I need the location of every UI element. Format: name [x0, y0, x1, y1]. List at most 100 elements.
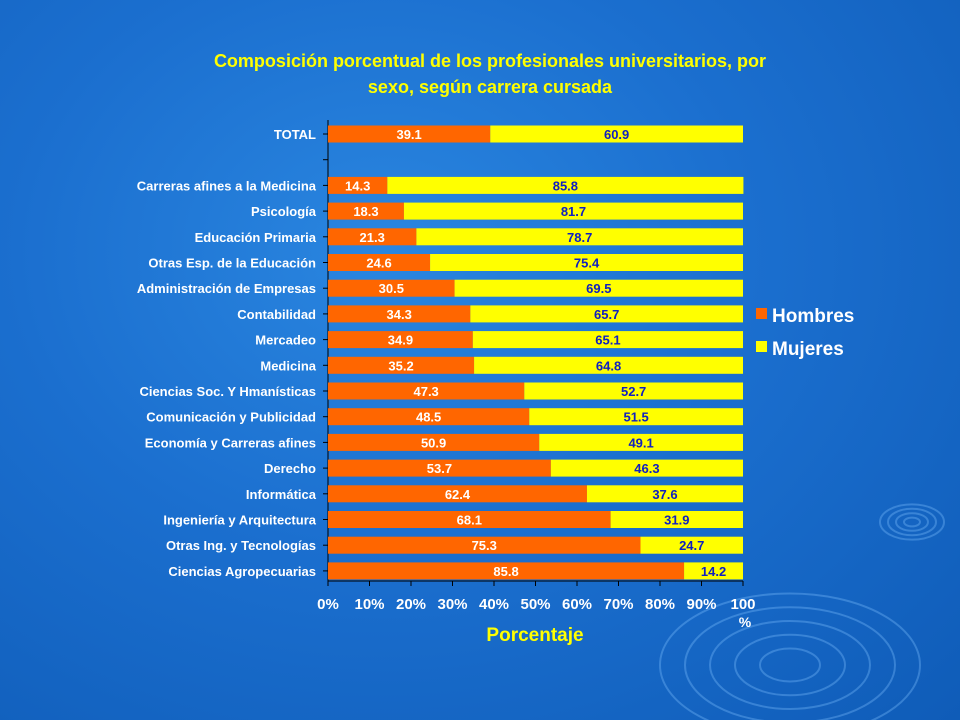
bar-hombres [328, 562, 685, 580]
bar-hombres [328, 331, 473, 349]
data-label-mujeres: 24.7 [679, 538, 704, 553]
bar-hombres [328, 254, 431, 271]
legend-label-mujeres: Mujeres [772, 339, 844, 360]
x-tick-label: 50% [520, 596, 550, 613]
data-label-hombres: 47.3 [413, 384, 438, 399]
x-axis-unit: % [739, 614, 752, 630]
bar-mujeres [416, 228, 743, 246]
legend-label-hombres: Hombres [772, 306, 854, 327]
data-label-mujeres: 81.7 [561, 204, 586, 219]
ripple-ring [895, 512, 929, 532]
bar-mujeres [640, 536, 743, 554]
bar-mujeres [529, 408, 743, 426]
data-label-mujeres: 37.6 [652, 487, 677, 502]
data-label-hombres: 30.5 [379, 281, 404, 296]
x-tick-label: 20% [396, 596, 426, 613]
bar-hombres [328, 279, 455, 297]
legend: Hombres Mujeres [756, 306, 854, 360]
category-label: Otras Esp. de la Educación [148, 256, 316, 271]
bar-hombres [328, 459, 551, 477]
ripple-ring [879, 503, 945, 541]
data-label-mujeres: 46.3 [634, 461, 659, 476]
data-label-mujeres: 51.5 [623, 410, 648, 425]
data-label-hombres: 50.9 [421, 435, 446, 450]
data-label-hombres: 75.3 [472, 538, 497, 553]
bar-hombres [328, 511, 611, 528]
data-label-mujeres: 31.9 [664, 513, 689, 528]
data-label-hombres: 48.5 [416, 410, 441, 425]
ripple-ring [887, 507, 937, 537]
data-label-hombres: 34.3 [387, 307, 412, 322]
category-label: Administración de Empresas [137, 281, 316, 296]
bar-mujeres [403, 202, 743, 220]
data-label-mujeres: 69.5 [586, 281, 611, 296]
x-tick-label: 80% [645, 596, 675, 613]
legend-swatch-mujeres [756, 341, 767, 352]
data-label-hombres: 18.3 [353, 204, 378, 219]
legend-swatch-hombres [756, 308, 767, 319]
category-label: Ingeniería y Arquitectura [163, 513, 316, 528]
bar-hombres [328, 228, 417, 246]
bar-mujeres [586, 485, 743, 503]
bar-mujeres [524, 382, 743, 400]
data-label-hombres: 85.8 [493, 564, 518, 579]
x-tick-label: 90% [686, 596, 716, 613]
bar-mujeres [474, 356, 743, 374]
x-axis-label: Porcentaje [486, 625, 583, 646]
category-label: Economía y Carreras afines [145, 435, 316, 450]
data-label-hombres: 35.2 [388, 358, 413, 373]
x-tick-label: 40% [479, 596, 509, 613]
data-label-hombres: 68.1 [457, 513, 482, 528]
data-label-hombres: 34.9 [388, 333, 413, 348]
ripple-ring [684, 606, 896, 720]
data-label-mujeres: 75.4 [574, 256, 600, 271]
bar-hombres [328, 536, 641, 554]
ripple-ring [734, 633, 846, 697]
bar-hombres [328, 176, 388, 194]
data-label-hombres: 24.6 [366, 256, 391, 271]
data-label-mujeres: 14.2 [701, 564, 726, 579]
category-label: Ciencias Agropecuarias [168, 564, 316, 579]
data-label-mujeres: 64.8 [596, 358, 621, 373]
category-label: Informática [246, 487, 317, 502]
category-label: Comunicación y Publicidad [146, 410, 316, 425]
bar-mujeres [684, 562, 743, 580]
ripple-ring [903, 516, 921, 528]
data-label-mujeres: 78.7 [567, 230, 592, 245]
data-label-hombres: 14.3 [345, 178, 370, 193]
data-label-mujeres: 60.9 [604, 127, 629, 142]
bar-mujeres [430, 254, 743, 271]
bar-mujeres [454, 279, 743, 297]
bar-hombres [328, 356, 475, 374]
x-tick-label: 10% [354, 596, 384, 613]
x-tick-label: 70% [603, 596, 633, 613]
data-label-mujeres: 65.7 [594, 307, 619, 322]
data-label-hombres: 62.4 [445, 487, 471, 502]
chart-title-line-1: Composición porcentual de los profesiona… [213, 51, 767, 71]
category-label: Medicina [260, 358, 316, 373]
data-label-mujeres: 49.1 [628, 435, 653, 450]
ripple-ring [659, 592, 921, 720]
chart-title-line-2: sexo, según carrera cursada [367, 77, 613, 97]
water-ripple-decoration [659, 503, 945, 720]
bar-mujeres [470, 305, 743, 323]
bar-hombres [328, 202, 404, 220]
data-label-hombres: 39.1 [396, 127, 421, 142]
bar-hombres [328, 125, 491, 143]
data-label-hombres: 21.3 [360, 230, 385, 245]
bar-hombres [328, 485, 587, 503]
category-label: Ciencias Soc. Y Hmanísticas [139, 384, 316, 399]
bar-mujeres [472, 331, 743, 349]
plot-area: 0% 10% 20% 30% 40% 50% 60% 70% 80% 90% 100 TOTAL 39.… [137, 120, 756, 613]
category-label: TOTAL [274, 127, 316, 142]
category-label: Contabilidad [237, 307, 316, 322]
x-tick-label: 100 [730, 596, 755, 613]
category-label: Derecho [264, 461, 316, 476]
ripple-ring [709, 620, 871, 710]
data-label-mujeres: 52.7 [621, 384, 646, 399]
bar-hombres [328, 433, 540, 451]
category-label: Psicología [251, 204, 317, 219]
bar-mujeres [610, 511, 743, 528]
category-label: Otras Ing. y Tecnologías [166, 538, 316, 553]
